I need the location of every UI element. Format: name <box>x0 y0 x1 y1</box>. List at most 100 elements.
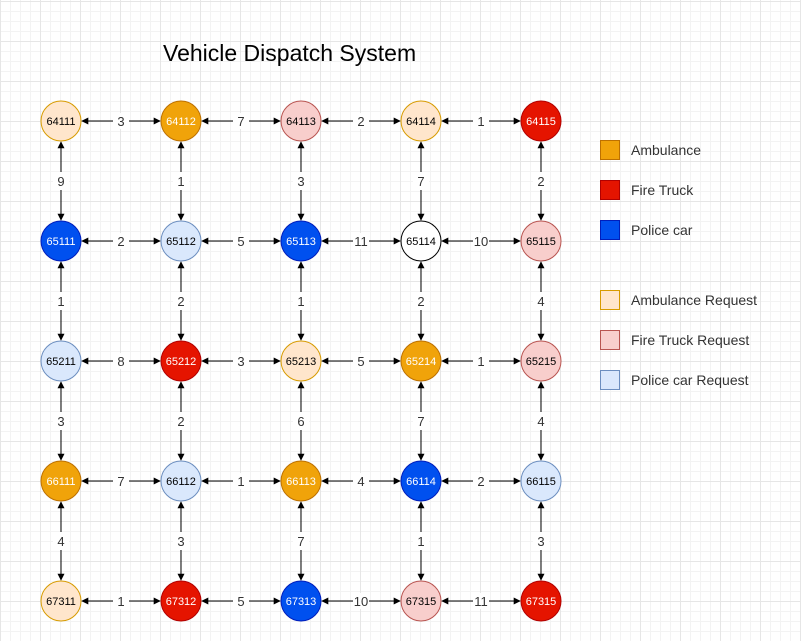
edge-weight-label: 2 <box>477 474 484 489</box>
node-circle[interactable] <box>40 220 82 262</box>
edge-label-bg <box>353 593 369 609</box>
node-65113[interactable]: 65113 <box>280 220 322 262</box>
node-65115[interactable]: 65115 <box>520 220 562 262</box>
node-66115[interactable]: 66115 <box>520 460 562 502</box>
edge-weight-label: 4 <box>357 474 364 489</box>
node-circle[interactable] <box>160 580 202 622</box>
edge-label-bg <box>233 113 249 129</box>
node-label: 65115 <box>526 236 556 248</box>
edge-weight-label: 4 <box>57 534 64 549</box>
node-label: 64111 <box>47 116 76 128</box>
node-65212[interactable]: 65212 <box>160 340 202 382</box>
legend-label: Ambulance Request <box>631 292 758 308</box>
edge-label-bg <box>173 292 189 310</box>
node-65112[interactable]: 65112 <box>160 220 202 262</box>
edge-label-bg <box>473 593 489 609</box>
node-circle[interactable] <box>40 340 82 382</box>
legend-label: Police car <box>631 222 693 238</box>
edge-weight-label: 9 <box>57 174 64 189</box>
node-circle[interactable] <box>280 340 322 382</box>
node-65215[interactable]: 65215 <box>520 340 562 382</box>
node-67311[interactable]: 67311 <box>40 580 82 622</box>
node-66113[interactable]: 66113 <box>280 460 322 502</box>
node-label: 67315 <box>406 596 437 608</box>
edge-label-bg <box>53 292 69 310</box>
node-67312[interactable]: 67312 <box>160 580 202 622</box>
node-64113[interactable]: 64113 <box>280 100 322 142</box>
node-circle[interactable] <box>160 220 202 262</box>
edge-weight-label: 1 <box>477 354 484 369</box>
node-66111[interactable]: 66111 <box>40 460 82 502</box>
node-circle[interactable] <box>520 220 562 262</box>
node-67313[interactable]: 67313 <box>280 580 322 622</box>
node-circle[interactable] <box>160 340 202 382</box>
node-circle[interactable] <box>400 580 442 622</box>
node-65114[interactable]: 65114 <box>400 220 442 262</box>
node-circle[interactable] <box>40 460 82 502</box>
node-label: 65111 <box>47 236 76 248</box>
node-circle[interactable] <box>280 580 322 622</box>
edge-weight-label: 1 <box>417 534 424 549</box>
edge-label-bg <box>293 532 309 550</box>
edge-label-bg <box>473 353 489 369</box>
edge-weight-label: 7 <box>417 174 424 189</box>
node-circle[interactable] <box>520 100 562 142</box>
node-circle[interactable] <box>520 340 562 382</box>
node-label: 66114 <box>406 476 436 488</box>
node-67315[interactable]: 67315 <box>400 580 442 622</box>
edge-label-bg <box>533 292 549 310</box>
node-label: 67312 <box>166 596 197 608</box>
node-67315[interactable]: 67315 <box>520 580 562 622</box>
legend-swatch <box>600 330 620 350</box>
node-65214[interactable]: 65214 <box>400 340 442 382</box>
edge-label-bg <box>413 172 429 190</box>
node-64114[interactable]: 64114 <box>400 100 442 142</box>
node-circle[interactable] <box>160 460 202 502</box>
edge-weight-label: 2 <box>117 234 124 249</box>
node-circle[interactable] <box>160 100 202 142</box>
node-circle[interactable] <box>40 580 82 622</box>
node-circle[interactable] <box>400 100 442 142</box>
edge-weight-label: 2 <box>537 174 544 189</box>
node-65111[interactable]: 65111 <box>40 220 82 262</box>
edge-label-bg <box>413 412 429 430</box>
node-circle[interactable] <box>280 100 322 142</box>
legend-label: Fire Truck Request <box>631 332 750 348</box>
node-66114[interactable]: 66114 <box>400 460 442 502</box>
node-circle[interactable] <box>400 340 442 382</box>
edge-weight-label: 1 <box>237 474 244 489</box>
node-label: 67315 <box>526 596 557 608</box>
node-circle[interactable] <box>400 220 442 262</box>
edge-label-bg <box>113 473 129 489</box>
edge-label-bg <box>233 473 249 489</box>
edge-label-bg <box>293 292 309 310</box>
node-circle[interactable] <box>400 460 442 502</box>
edge-weight-label: 1 <box>177 174 184 189</box>
edge-weight-label: 2 <box>417 294 424 309</box>
edge-label-bg <box>533 532 549 550</box>
node-65211[interactable]: 65211 <box>40 340 82 382</box>
node-circle[interactable] <box>280 460 322 502</box>
edge-label-bg <box>113 233 129 249</box>
node-66112[interactable]: 66112 <box>160 460 202 502</box>
node-circle[interactable] <box>520 460 562 502</box>
node-circle[interactable] <box>520 580 562 622</box>
node-64115[interactable]: 64115 <box>520 100 562 142</box>
node-label: 66111 <box>47 476 76 488</box>
legend-label: Ambulance <box>631 142 702 158</box>
node-circle[interactable] <box>40 100 82 142</box>
node-label: 66112 <box>166 476 196 488</box>
edge-label-bg <box>413 292 429 310</box>
edge-weight-label: 3 <box>297 174 304 189</box>
node-circle[interactable] <box>280 220 322 262</box>
edge-label-bg <box>233 593 249 609</box>
edge-weight-label: 2 <box>177 414 184 429</box>
legend-swatch <box>600 370 620 390</box>
edge-weight-label: 3 <box>177 534 184 549</box>
node-64112[interactable]: 64112 <box>160 100 202 142</box>
node-65213[interactable]: 65213 <box>280 340 322 382</box>
node-64111[interactable]: 64111 <box>40 100 82 142</box>
node-label: 65215 <box>526 356 557 368</box>
edge-weight-label: 6 <box>297 414 304 429</box>
